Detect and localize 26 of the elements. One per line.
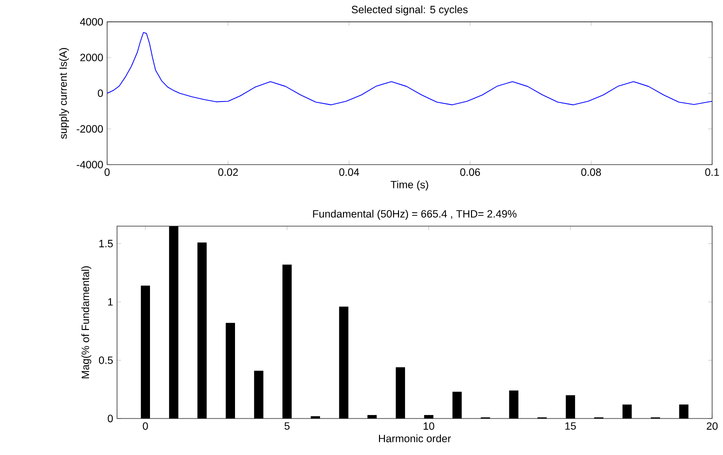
x-tick-label: 0.02 xyxy=(218,168,238,176)
y-axis-title: supply current Is(A) xyxy=(59,48,69,139)
chart-title: Selected signal: 5 cycles xyxy=(352,5,468,16)
y-tick-label: 2000 xyxy=(80,54,103,62)
x-tick-label: 0.06 xyxy=(460,168,480,176)
y-axis-title: Mag(% of Fundamental) xyxy=(81,266,92,378)
x-tick-label: 5 xyxy=(284,422,290,430)
chart-title: Fundamental (50Hz) = 665.4 , THD= 2.49% xyxy=(313,210,516,220)
x-tick-label: 0.04 xyxy=(339,168,360,176)
x-tick-label: 10 xyxy=(424,422,434,430)
x-axis-title: Harmonic order xyxy=(379,434,451,442)
y-tick-label: 0 xyxy=(108,414,113,422)
y-tick-label: -2000 xyxy=(76,125,103,133)
y-tick-label: -4000 xyxy=(76,160,103,168)
y-tick-label: 1.5 xyxy=(99,240,113,248)
y-tick-label: 0.5 xyxy=(98,356,113,364)
y-tick-label: 4000 xyxy=(80,18,103,26)
x-axis-title: Time (s) xyxy=(390,180,428,190)
y-tick-label: 1 xyxy=(108,298,113,306)
x-tick-label: 20 xyxy=(706,422,718,430)
x-tick-label: 0.08 xyxy=(581,168,601,176)
y-tick-label: 0 xyxy=(98,89,103,97)
x-tick-label: 0 xyxy=(142,422,148,430)
x-tick-label: 15 xyxy=(565,422,576,430)
line-series xyxy=(107,32,712,106)
x-tick-label: 0.1 xyxy=(705,168,719,176)
